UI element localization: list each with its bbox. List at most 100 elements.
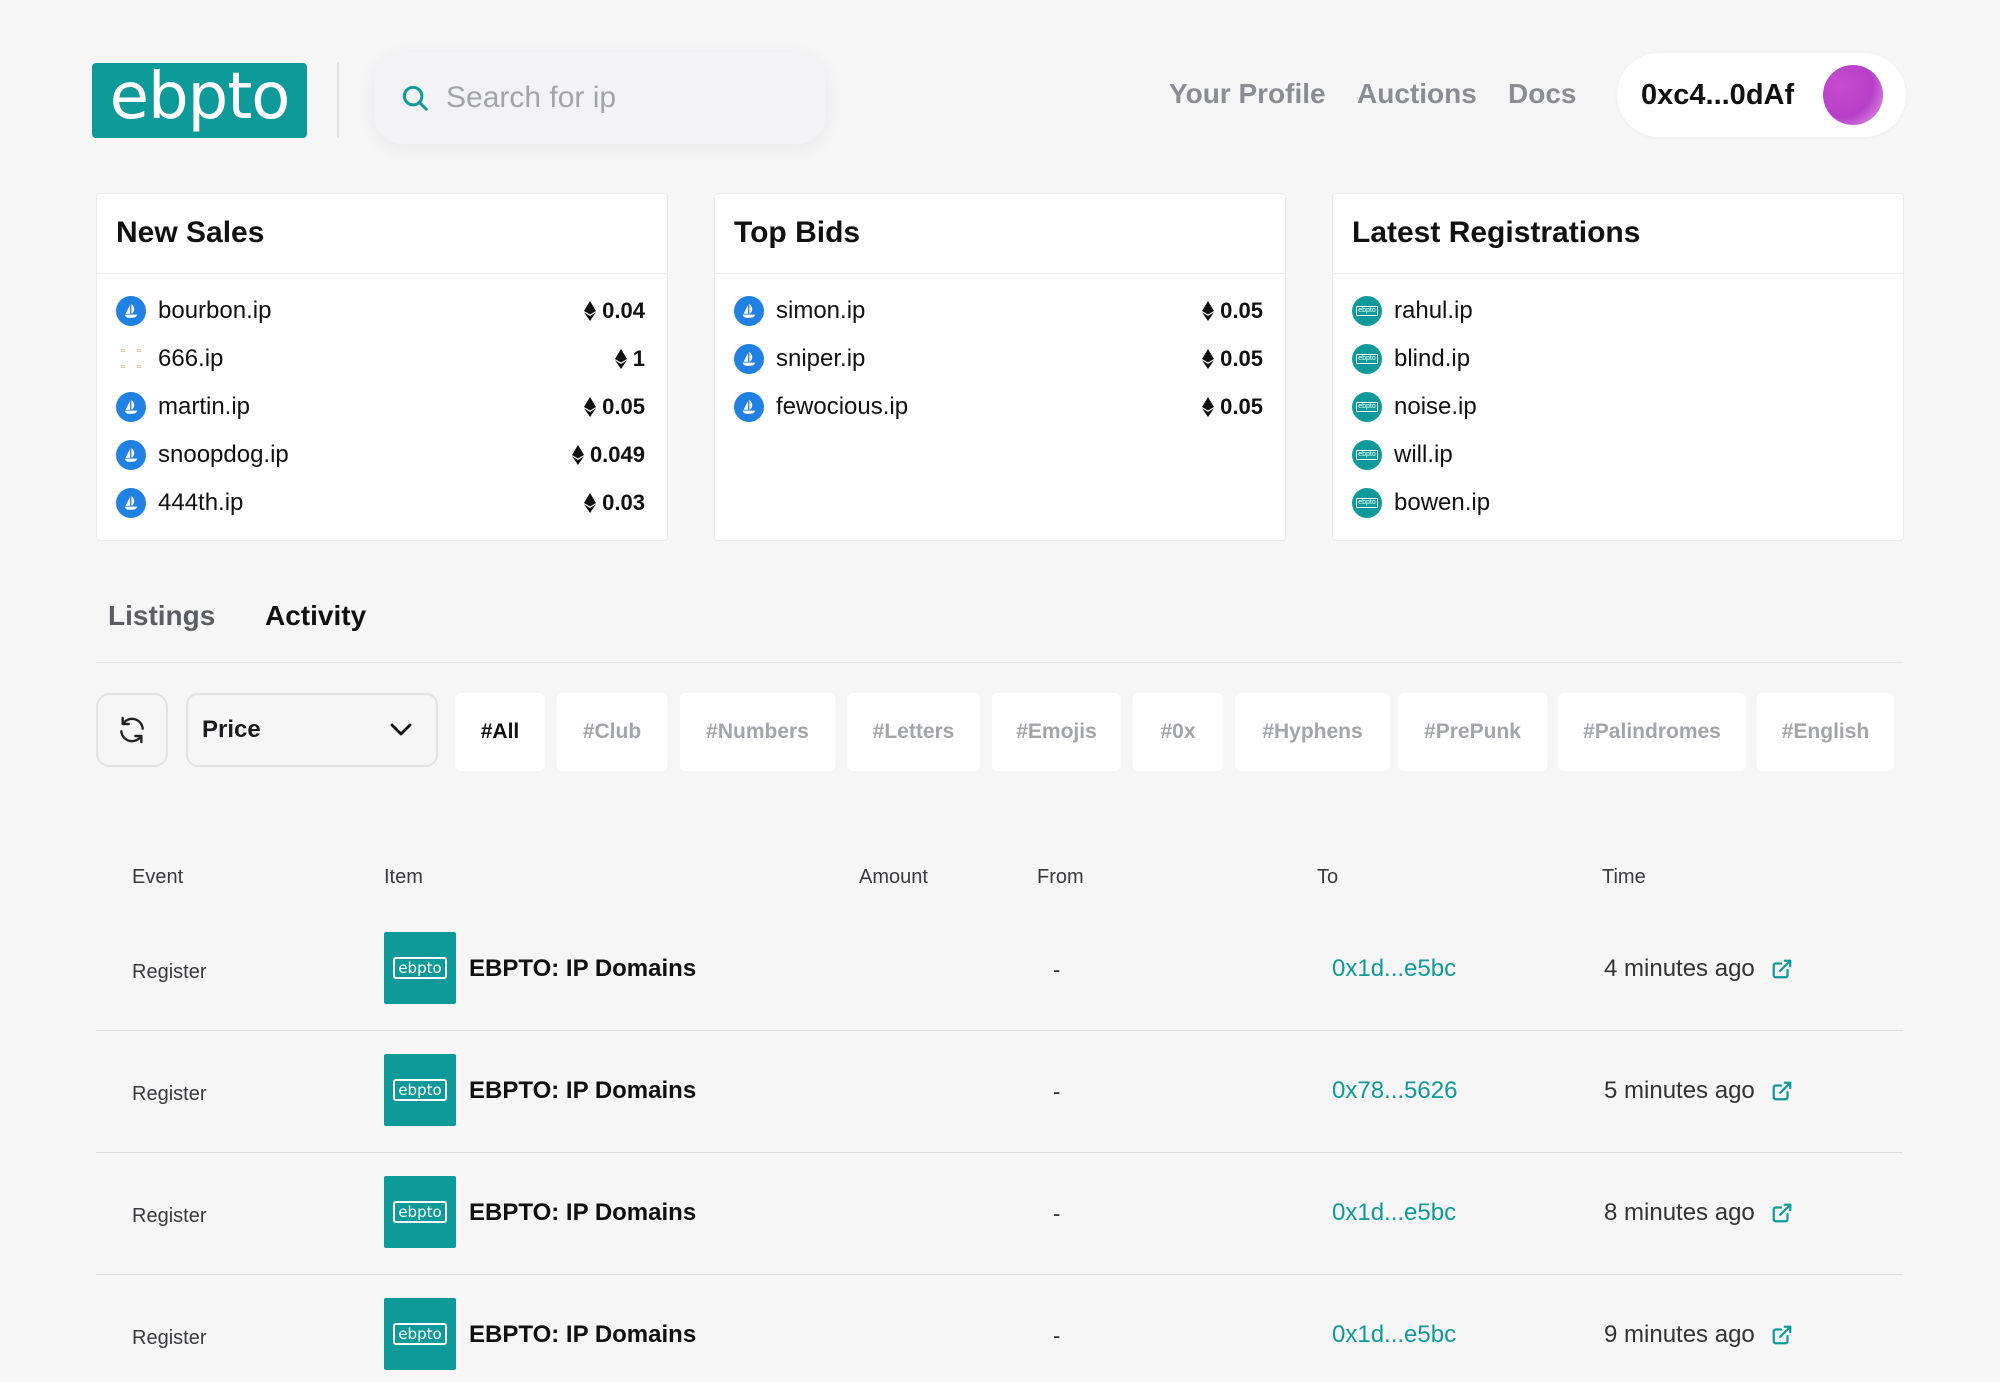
ebpto-icon: ebpto bbox=[1352, 488, 1382, 518]
nav-docs[interactable]: Docs bbox=[1508, 78, 1577, 109]
opensea-icon bbox=[116, 296, 146, 326]
external-link-icon[interactable] bbox=[1771, 1080, 1793, 1102]
column-header-event: Event bbox=[132, 866, 184, 888]
opensea-icon bbox=[734, 296, 764, 326]
timestamp: 8 minutes ago bbox=[1604, 1199, 1755, 1226]
eth-icon bbox=[571, 445, 584, 465]
external-link-icon[interactable] bbox=[1771, 1202, 1793, 1224]
tab-listings[interactable]: Listings bbox=[108, 600, 216, 631]
price: 0.05 bbox=[1202, 298, 1263, 324]
list-item[interactable]: ▫ ▫ ▫ ▫ 666.ip 1 bbox=[97, 335, 667, 383]
price: 0.049 bbox=[571, 442, 645, 468]
nav-your-profile[interactable]: Your Profile bbox=[1169, 78, 1326, 109]
opensea-icon bbox=[734, 344, 764, 374]
external-link-icon[interactable] bbox=[1771, 958, 1793, 980]
event-type: Register bbox=[132, 961, 207, 983]
eth-icon bbox=[584, 301, 597, 321]
column-header-to: To bbox=[1317, 866, 1339, 888]
to-address-link[interactable]: 0x1d...e5bc bbox=[1332, 1199, 1457, 1226]
column-header-time: Time bbox=[1602, 866, 1646, 888]
price: 0.05 bbox=[1202, 346, 1263, 372]
domain-name: noise.ip bbox=[1394, 393, 1477, 420]
search-input[interactable] bbox=[446, 81, 806, 115]
column-header-from: From bbox=[1037, 866, 1084, 888]
chip-palindromes[interactable]: #Palindromes bbox=[1558, 693, 1746, 771]
ebpto-logo[interactable]: ebpto bbox=[92, 63, 307, 138]
list-item[interactable]: ebpto rahul.ip bbox=[1333, 287, 1903, 335]
top-bids-card: Top Bids simon.ip 0.05 sniper.ip 0.05 fe… bbox=[714, 193, 1286, 541]
item-name[interactable]: EBPTO: IP Domains bbox=[469, 1077, 697, 1104]
search-bar[interactable] bbox=[374, 52, 826, 144]
domain-name: 444th.ip bbox=[158, 489, 244, 516]
domain-name: fewocious.ip bbox=[776, 393, 909, 420]
nav-auctions[interactable]: Auctions bbox=[1357, 78, 1477, 109]
price-value: 0.05 bbox=[1220, 298, 1263, 323]
opensea-icon bbox=[116, 440, 146, 470]
sort-select[interactable]: Price bbox=[186, 693, 438, 767]
item-name[interactable]: EBPTO: IP Domains bbox=[469, 1321, 697, 1348]
item-name[interactable]: EBPTO: IP Domains bbox=[469, 1199, 697, 1226]
event-type: Register bbox=[132, 1205, 207, 1227]
to-address-link[interactable]: 0x1d...e5bc bbox=[1332, 1321, 1457, 1348]
tab-activity[interactable]: Activity bbox=[265, 600, 367, 631]
card-title: Latest Registrations bbox=[1333, 194, 1903, 274]
list-item[interactable]: 444th.ip 0.03 bbox=[97, 479, 667, 527]
price-value: 0.03 bbox=[602, 490, 645, 515]
domain-name: sniper.ip bbox=[776, 345, 866, 372]
chip-club[interactable]: #Club bbox=[557, 693, 667, 771]
chip-emojis[interactable]: #Emojis bbox=[992, 693, 1121, 771]
timestamp: 5 minutes ago bbox=[1604, 1077, 1755, 1104]
wallet-button[interactable]: 0xc4...0dAf bbox=[1617, 53, 1906, 137]
table-row[interactable]: Register ebpto EBPTO: IP Domains - 0x78.… bbox=[96, 1031, 1903, 1153]
item-thumbnail[interactable]: ebpto bbox=[384, 1054, 456, 1126]
domain-name: bowen.ip bbox=[1394, 489, 1491, 516]
eth-icon bbox=[1202, 349, 1215, 369]
list-item[interactable]: bourbon.ip 0.04 bbox=[97, 287, 667, 335]
list-item[interactable]: ebpto bowen.ip bbox=[1333, 479, 1903, 527]
list-item[interactable]: ebpto will.ip bbox=[1333, 431, 1903, 479]
list-item[interactable]: fewocious.ip 0.05 bbox=[715, 383, 1285, 431]
eth-icon bbox=[584, 493, 597, 513]
to-address-link[interactable]: 0x78...5626 bbox=[1332, 1077, 1458, 1104]
table-row[interactable]: Register ebpto EBPTO: IP Domains - 0x1d.… bbox=[96, 1153, 1903, 1275]
chip-prepunk[interactable]: #PrePunk bbox=[1398, 693, 1547, 771]
item-thumbnail[interactable]: ebpto bbox=[384, 1298, 456, 1370]
list-item[interactable]: ebpto blind.ip bbox=[1333, 335, 1903, 383]
card-title: Top Bids bbox=[715, 194, 1285, 274]
chip-all[interactable]: #All bbox=[455, 693, 545, 771]
table-row[interactable]: Register ebpto EBPTO: IP Domains - 0x1d.… bbox=[96, 1275, 1903, 1382]
opensea-icon bbox=[734, 392, 764, 422]
chip-0x[interactable]: #0x bbox=[1133, 693, 1223, 771]
list-item[interactable]: simon.ip 0.05 bbox=[715, 287, 1285, 335]
from-address: - bbox=[1053, 957, 1061, 982]
item-thumbnail-mark: ebpto bbox=[393, 957, 447, 979]
price: 1 bbox=[614, 346, 645, 372]
external-link-icon[interactable] bbox=[1771, 1324, 1793, 1346]
price-value: 1 bbox=[632, 346, 645, 371]
chip-numbers[interactable]: #Numbers bbox=[680, 693, 835, 771]
price: 0.03 bbox=[584, 490, 645, 516]
tabs-divider bbox=[96, 662, 1903, 663]
domain-name: blind.ip bbox=[1394, 345, 1471, 372]
wallet-address: 0xc4...0dAf bbox=[1641, 78, 1795, 111]
to-address-link[interactable]: 0x1d...e5bc bbox=[1332, 955, 1457, 982]
chip-letters[interactable]: #Letters bbox=[847, 693, 980, 771]
item-thumbnail[interactable]: ebpto bbox=[384, 1176, 456, 1248]
chip-english[interactable]: #English bbox=[1757, 693, 1894, 771]
list-item[interactable]: snoopdog.ip 0.049 bbox=[97, 431, 667, 479]
domain-name: will.ip bbox=[1394, 441, 1453, 468]
eth-icon bbox=[1202, 301, 1215, 321]
ebpto-icon-mark: ebpto bbox=[1356, 354, 1378, 364]
table-row[interactable]: Register ebpto EBPTO: IP Domains - 0x1d.… bbox=[96, 909, 1903, 1031]
price-value: 0.04 bbox=[602, 298, 645, 323]
time-cell: 4 minutes ago bbox=[1604, 955, 1793, 983]
list-item[interactable]: ebpto noise.ip bbox=[1333, 383, 1903, 431]
item-name[interactable]: EBPTO: IP Domains bbox=[469, 955, 697, 982]
list-item[interactable]: martin.ip 0.05 bbox=[97, 383, 667, 431]
chip-hyphens[interactable]: #Hyphens bbox=[1235, 693, 1390, 771]
list-item[interactable]: sniper.ip 0.05 bbox=[715, 335, 1285, 383]
time-cell: 9 minutes ago bbox=[1604, 1321, 1793, 1349]
item-thumbnail[interactable]: ebpto bbox=[384, 932, 456, 1004]
refresh-icon bbox=[120, 716, 144, 744]
refresh-button[interactable] bbox=[96, 693, 168, 767]
